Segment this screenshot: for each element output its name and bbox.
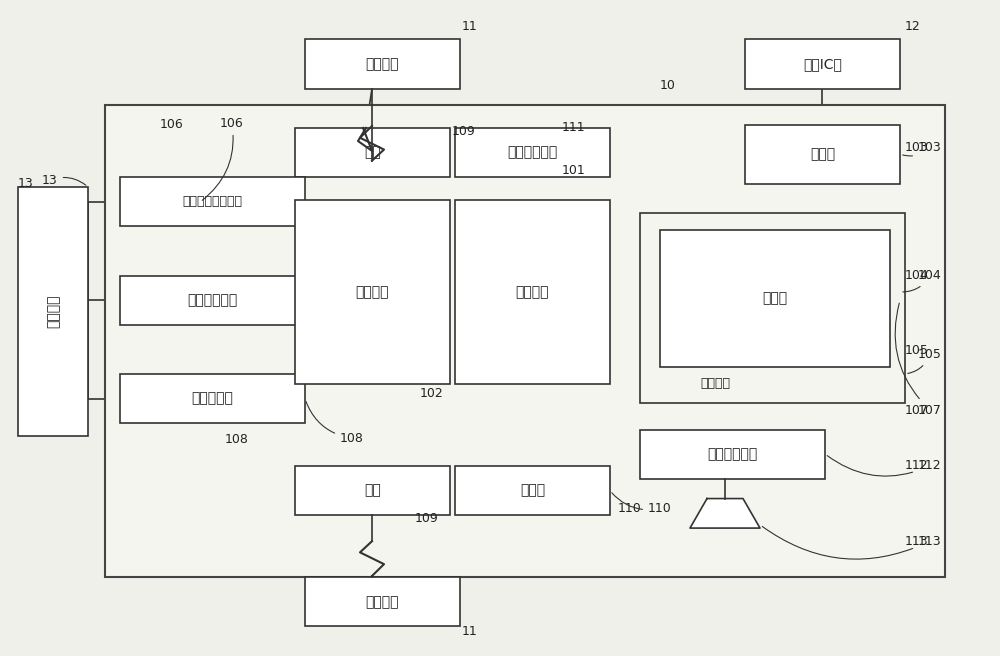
Text: 11: 11: [462, 625, 478, 638]
Text: 13: 13: [42, 174, 86, 187]
FancyBboxPatch shape: [295, 128, 450, 177]
FancyBboxPatch shape: [305, 577, 460, 626]
Text: 主控芯片: 主控芯片: [516, 285, 549, 299]
FancyBboxPatch shape: [105, 105, 945, 577]
Text: 112: 112: [905, 459, 929, 472]
Text: 后端设备: 后端设备: [46, 295, 60, 329]
Text: 110: 110: [618, 502, 642, 515]
Text: 109: 109: [415, 512, 439, 525]
FancyBboxPatch shape: [745, 125, 900, 184]
Text: 103: 103: [905, 141, 929, 154]
Text: 通用串行总线接口: 通用串行总线接口: [182, 195, 242, 208]
Text: 路测单元: 路测单元: [366, 57, 399, 71]
Text: 音频控制电路: 音频控制电路: [707, 447, 758, 461]
FancyBboxPatch shape: [18, 187, 88, 436]
Text: 113: 113: [762, 526, 942, 559]
FancyBboxPatch shape: [660, 230, 890, 367]
FancyBboxPatch shape: [455, 466, 610, 515]
Text: 101: 101: [562, 164, 586, 177]
Text: 104: 104: [903, 269, 942, 292]
Text: 103: 103: [903, 141, 942, 156]
Text: 107: 107: [895, 303, 942, 417]
FancyBboxPatch shape: [455, 200, 610, 384]
FancyBboxPatch shape: [120, 177, 305, 226]
Text: 辅助信号接口: 辅助信号接口: [187, 293, 238, 307]
Text: 113: 113: [905, 535, 929, 548]
FancyBboxPatch shape: [640, 213, 905, 403]
FancyBboxPatch shape: [295, 200, 450, 384]
Text: 111: 111: [562, 121, 586, 134]
Text: 106: 106: [160, 118, 184, 131]
FancyBboxPatch shape: [305, 39, 460, 89]
Text: 天线: 天线: [364, 483, 381, 497]
FancyBboxPatch shape: [640, 430, 825, 479]
Text: 106: 106: [202, 117, 244, 200]
Text: 104: 104: [905, 269, 929, 282]
FancyBboxPatch shape: [120, 276, 305, 325]
Text: 110: 110: [612, 493, 672, 515]
Text: 路测单元: 路测单元: [366, 595, 399, 609]
Text: 指纹采集器: 指纹采集器: [192, 392, 233, 405]
Text: 通信模块: 通信模块: [356, 285, 389, 299]
Text: 112: 112: [827, 456, 942, 476]
Text: 102: 102: [420, 387, 444, 400]
FancyBboxPatch shape: [120, 374, 305, 423]
FancyBboxPatch shape: [455, 128, 610, 177]
Text: 13: 13: [18, 177, 34, 190]
Polygon shape: [690, 499, 760, 528]
Text: 显示屏: 显示屏: [762, 291, 788, 306]
Text: 11: 11: [462, 20, 478, 33]
Text: 105: 105: [908, 348, 942, 373]
Text: 电源控制电路: 电源控制电路: [507, 146, 558, 159]
FancyBboxPatch shape: [745, 39, 900, 89]
Text: 12: 12: [905, 20, 921, 33]
Text: 读卡器: 读卡器: [810, 147, 835, 161]
Text: 天线: 天线: [364, 146, 381, 159]
FancyBboxPatch shape: [295, 466, 450, 515]
Text: 109: 109: [452, 125, 476, 138]
Text: 108: 108: [306, 401, 364, 445]
Text: 108: 108: [225, 433, 249, 446]
Text: 金融IC卡: 金融IC卡: [803, 57, 842, 71]
Text: 107: 107: [905, 403, 929, 417]
Text: 显示电路: 显示电路: [700, 377, 730, 390]
Text: 10: 10: [660, 79, 676, 92]
Text: 存储器: 存储器: [520, 483, 545, 497]
Text: 105: 105: [905, 344, 929, 358]
